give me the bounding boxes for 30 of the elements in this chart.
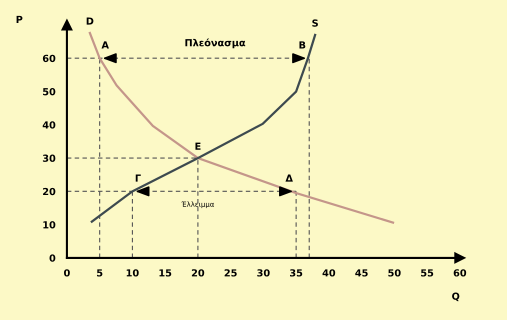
x-tick-label: 30	[257, 269, 270, 277]
x-tick-label: 50	[388, 269, 401, 277]
y-axis-title: P	[16, 16, 22, 23]
x-tick-label: 40	[322, 269, 336, 277]
x-tick-label: 15	[159, 269, 172, 277]
x-tick-label: 5	[97, 269, 102, 277]
x-tick-label: 45	[355, 269, 368, 277]
y-tick-label: 10	[43, 221, 56, 228]
x-tick-label: 60	[454, 269, 466, 277]
y-tick-label: 40	[42, 121, 56, 129]
annotation: B	[299, 41, 306, 49]
annotation: Δ	[285, 174, 293, 182]
annotation: E	[195, 142, 201, 150]
y-tick-label: 60	[42, 54, 56, 62]
y-tick-label: 0	[50, 254, 56, 262]
y-tick-label: 50	[43, 88, 56, 96]
x-axis-title: Q	[452, 292, 460, 302]
annotation: Πλεόνασμα	[185, 38, 246, 48]
x-tick-label: 25	[224, 269, 237, 277]
x-tick-label: 35	[290, 269, 302, 277]
x-tick-label: 10	[126, 269, 139, 277]
annotation: D	[86, 18, 94, 25]
x-tick-label: 20	[192, 269, 204, 277]
annotation: A	[102, 41, 109, 49]
x-tick-label: 55	[421, 269, 434, 277]
y-tick-label: 20	[43, 188, 56, 196]
x-tick-label: 0	[64, 269, 70, 277]
annotation: S	[312, 19, 318, 27]
annotation: Γ	[136, 174, 141, 182]
y-tick-label: 30	[42, 154, 56, 162]
